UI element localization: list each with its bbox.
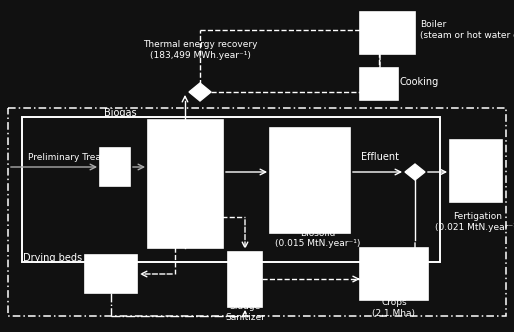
Text: Biogas: Biogas xyxy=(104,108,136,118)
Bar xyxy=(360,248,428,300)
Text: Preliminary Treatment: Preliminary Treatment xyxy=(28,153,128,162)
Text: Crops
(2,1 Mha): Crops (2,1 Mha) xyxy=(373,298,415,318)
Bar xyxy=(8,108,506,316)
Text: Drying beds: Drying beds xyxy=(23,253,82,263)
Text: Sludge
Sanitizer: Sludge Sanitizer xyxy=(225,302,265,322)
Bar xyxy=(22,117,440,262)
Polygon shape xyxy=(405,164,425,180)
Text: Sludge: Sludge xyxy=(158,200,192,210)
Bar xyxy=(100,148,130,186)
Bar xyxy=(360,12,415,54)
Bar xyxy=(85,255,137,293)
Text: Effluent: Effluent xyxy=(361,152,399,162)
Text: Thermal energy recovery
(183,499 MWh.year⁻¹): Thermal energy recovery (183,499 MWh.yea… xyxy=(143,40,257,60)
Text: Fertigation
(0.021 MtN.year⁻¹): Fertigation (0.021 MtN.year⁻¹) xyxy=(435,212,514,232)
Bar xyxy=(148,120,223,248)
Bar xyxy=(270,128,350,233)
Bar xyxy=(360,68,398,100)
Text: Boiler
(steam or hot water generation): Boiler (steam or hot water generation) xyxy=(420,20,514,40)
Text: Sponge-based
Trickling Filter: Sponge-based Trickling Filter xyxy=(278,208,342,228)
Text: Cooking: Cooking xyxy=(400,77,439,87)
Bar xyxy=(228,252,262,307)
Polygon shape xyxy=(189,83,211,101)
Text: Biosolid
(0.015 MtN.year⁻¹): Biosolid (0.015 MtN.year⁻¹) xyxy=(276,229,361,248)
Polygon shape xyxy=(165,209,185,225)
Bar xyxy=(450,140,502,202)
